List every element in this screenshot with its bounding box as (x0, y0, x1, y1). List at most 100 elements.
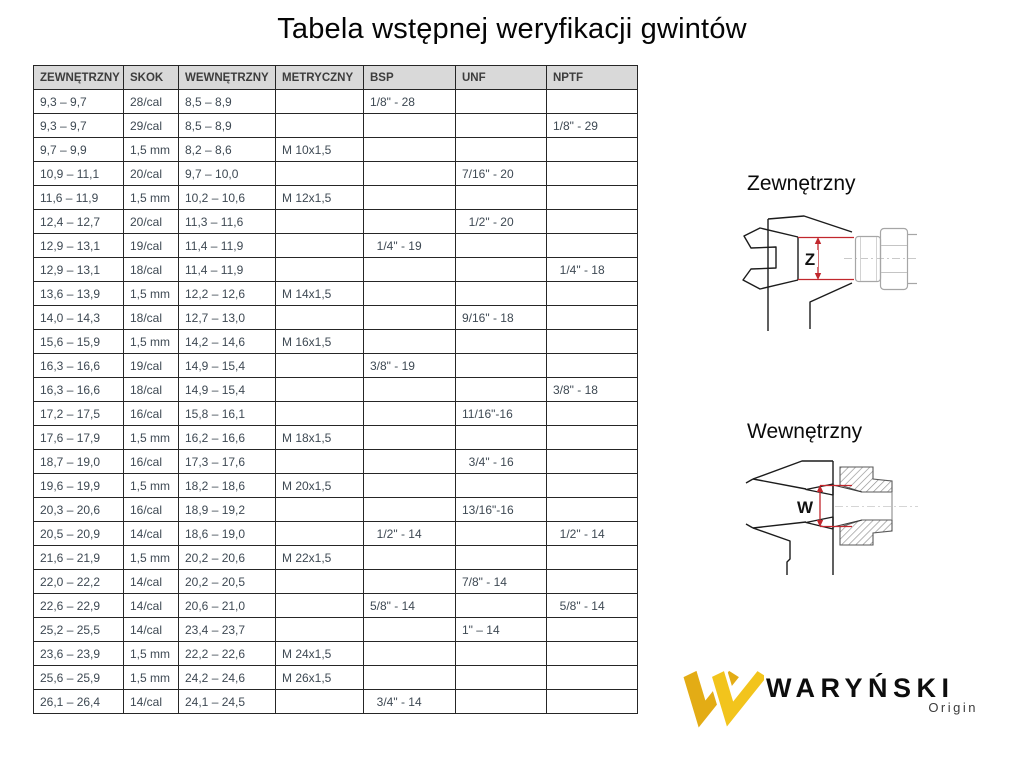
table-cell (275, 689, 364, 714)
dimension-arrowhead-down (814, 273, 822, 280)
brand-logo: WARYŃSKI Origin (672, 666, 992, 728)
table-cell: 22,6 – 22,9 (33, 593, 124, 618)
table-cell (546, 449, 638, 474)
table-cell: 8,2 – 8,6 (178, 137, 276, 162)
table-cell (455, 521, 547, 546)
table-cell: 7/16" - 20 (455, 161, 547, 186)
brand-logo-mark (683, 669, 764, 728)
table-cell: M 24x1,5 (275, 641, 364, 666)
hex-nut (879, 227, 909, 291)
table-cell: 28/cal (123, 89, 179, 114)
table-cell: M 12x1,5 (275, 185, 364, 210)
table-cell (275, 161, 364, 186)
table-cell (546, 281, 638, 306)
table-row: 9,7 – 9,9 1,5 mm 8,2 – 8,6 M 10x1,5 (33, 137, 638, 162)
table-cell (275, 593, 364, 618)
female-thread-diagram: W (745, 460, 918, 575)
table-cell: 20/cal (123, 161, 179, 186)
table-cell: 16,3 – 16,6 (33, 377, 124, 402)
table-row: 19,6 – 19,9 1,5 mm 18,2 – 18,6 M 20x1,5 (33, 473, 638, 498)
table-cell (275, 305, 364, 330)
table-row: 12,9 – 13,1 18/cal 11,4 – 11,9 1/4" - 18 (33, 257, 638, 282)
caliper-top-edge (767, 215, 853, 233)
table-cell: 18,2 – 18,6 (178, 473, 276, 498)
table-cell: 18/cal (123, 377, 179, 402)
table-cell (455, 257, 547, 282)
table-cell (363, 425, 456, 450)
nut-section-top (839, 466, 893, 493)
table-cell: 1/8" - 28 (363, 89, 456, 114)
table-cell: 15,8 – 16,1 (178, 401, 276, 426)
table-cell (546, 689, 638, 714)
table-cell (363, 137, 456, 162)
table-cell (546, 665, 638, 690)
table-cell: 12,7 – 13,0 (178, 305, 276, 330)
table-cell: 11,3 – 11,6 (178, 209, 276, 234)
logo-w-stroke-right (712, 671, 764, 727)
table-cell (275, 569, 364, 594)
lower-jaw-topside (752, 521, 807, 529)
table-cell: 19/cal (123, 353, 179, 378)
table-row: 16,3 – 16,6 19/cal 14,9 – 15,4 3/8" - 19 (33, 353, 638, 378)
table-cell (546, 137, 638, 162)
table-cell (455, 113, 547, 138)
table-cell (455, 377, 547, 402)
table-cell: 12,9 – 13,1 (33, 257, 124, 282)
table-cell (363, 161, 456, 186)
table-cell (363, 665, 456, 690)
table-cell (546, 641, 638, 666)
table-cell: 1/4" - 19 (363, 233, 456, 258)
table-cell: 12,4 – 12,7 (33, 209, 124, 234)
table-cell: 1/2" - 14 (363, 521, 456, 546)
table-cell: 14/cal (123, 521, 179, 546)
table-cell: 20,3 – 20,6 (33, 497, 124, 522)
table-cell: 9,7 – 9,9 (33, 137, 124, 162)
table-cell: 14,9 – 15,4 (178, 377, 276, 402)
table-cell: 10,2 – 10,6 (178, 185, 276, 210)
table-cell (363, 329, 456, 354)
table-cell (363, 305, 456, 330)
caliper-bottom-edge (752, 527, 791, 575)
table-cell (363, 185, 456, 210)
nut-section-bottom (839, 519, 893, 546)
table-cell (455, 233, 547, 258)
table-cell: 11/16"-16 (455, 401, 547, 426)
table-cell (455, 89, 547, 114)
column-header-1: SKOK (123, 65, 179, 90)
table-cell: 22,2 – 22,6 (178, 641, 276, 666)
table-row: 25,2 – 25,5 14/cal 23,4 – 23,7 1" – 14 (33, 617, 638, 642)
table-cell: 17,6 – 17,9 (33, 425, 124, 450)
female-section-label: Wewnętrzny (747, 420, 863, 443)
table-cell: 1/4" - 18 (546, 257, 638, 282)
table-cell (275, 521, 364, 546)
table-cell (546, 425, 638, 450)
column-header-5: UNF (455, 65, 547, 90)
page-title: Tabela wstępnej weryfikacji gwintów (277, 13, 747, 45)
table-cell (363, 113, 456, 138)
table-cell: 20,2 – 20,6 (178, 545, 276, 570)
table-header-row: ZEWNĘTRZNY SKOK WEWNĘTRZNY METRYCZNY BSP UNF N… (33, 65, 638, 90)
table-cell: 1,5 mm (123, 473, 179, 498)
table-cell (455, 281, 547, 306)
table-cell: M 16x1,5 (275, 329, 364, 354)
table-row: 18,7 – 19,0 16/cal 17,3 – 17,6 3/4" - 16 (33, 449, 638, 474)
table-cell: 3/4" - 16 (455, 449, 547, 474)
table-cell: 16/cal (123, 449, 179, 474)
table-body: 9,3 – 9,7 28/cal 8,5 – 8,9 1/8" - 28 9,3 – 9… (33, 89, 638, 714)
dimension-letter-w: W (797, 498, 814, 517)
table-cell (455, 473, 547, 498)
table-cell: 9/16" - 18 (455, 305, 547, 330)
table-cell: 14/cal (123, 569, 179, 594)
caliper-top-edge (752, 460, 833, 480)
table-cell (455, 593, 547, 618)
table-cell (363, 545, 456, 570)
table-cell (275, 401, 364, 426)
table-cell (455, 329, 547, 354)
table-row: 23,6 – 23,9 1,5 mm 22,2 – 22,6 M 24x1,5 (33, 641, 638, 666)
table-cell: 18/cal (123, 257, 179, 282)
table-cell: 11,6 – 11,9 (33, 185, 124, 210)
table-cell (363, 641, 456, 666)
table-cell: M 22x1,5 (275, 545, 364, 570)
table-cell (455, 689, 547, 714)
table-row: 10,9 – 11,1 20/cal 9,7 – 10,0 7/16" - 20 (33, 161, 638, 186)
